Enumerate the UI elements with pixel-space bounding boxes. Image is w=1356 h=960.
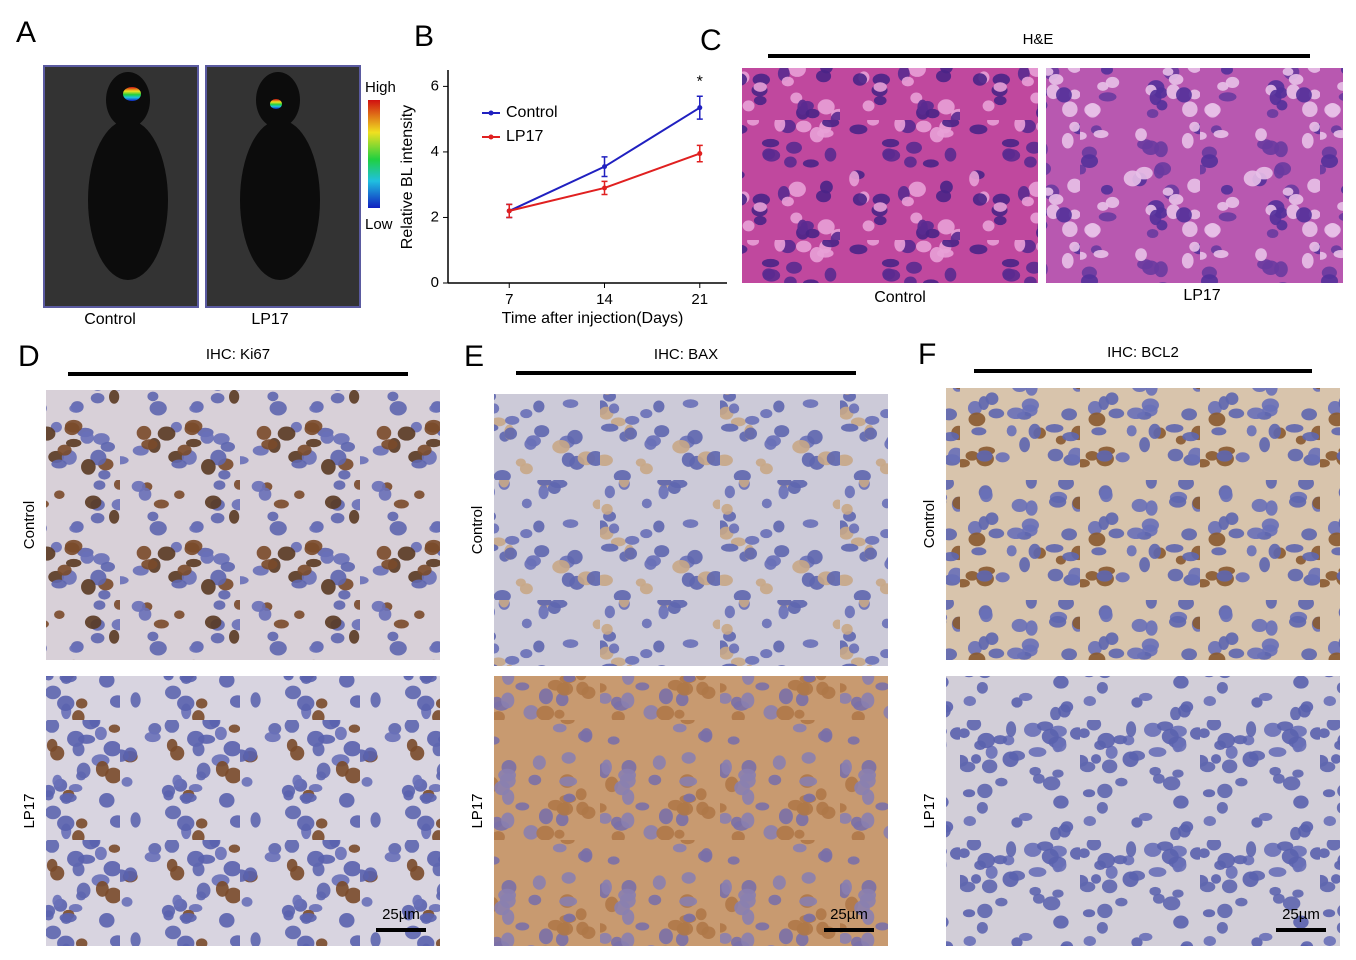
scale-bar-label: 25µm: [830, 906, 868, 923]
color-scale: [368, 100, 380, 208]
point: [697, 151, 703, 157]
legend-swatch: [488, 110, 494, 116]
mouse: [88, 120, 168, 280]
ihc-image: [46, 390, 440, 660]
row-label: Control: [469, 506, 486, 554]
point: [602, 164, 608, 170]
x-axis-label: Time after injection(Days): [502, 310, 684, 327]
y-tick-label: 4: [431, 143, 439, 160]
line-chart: 0 2 4 6 7 14 21 Time after injection(Days) Relat…: [399, 70, 727, 327]
x-tick-label: 7: [505, 291, 513, 308]
scale-label: High: [365, 79, 396, 96]
scale-label: Low: [365, 216, 393, 233]
scale-bar-label: 25µm: [382, 906, 420, 923]
he-image: [742, 68, 1038, 283]
y-tick-label: 6: [431, 77, 439, 94]
ihc-image: [494, 676, 888, 946]
panel-title: IHC: BAX: [654, 346, 718, 363]
x-tick-label: 14: [596, 291, 613, 308]
ihc-image: [46, 676, 440, 946]
row-label: Control: [921, 500, 938, 548]
panel-label: F: [918, 338, 936, 371]
mouse: [240, 120, 320, 280]
legend-label: LP17: [506, 128, 543, 145]
ihc-image: [946, 388, 1340, 660]
row-label: LP17: [21, 793, 38, 828]
panel-label: D: [18, 340, 40, 373]
he-image: [1046, 68, 1343, 283]
image-label: Control: [84, 311, 136, 328]
panel-label: B: [414, 20, 434, 53]
y-axis-label: Relative BL intensity: [399, 105, 416, 249]
annotation: *: [697, 73, 703, 90]
panel-title: IHC: Ki67: [206, 346, 270, 363]
panel-label: E: [464, 340, 484, 373]
signal: [123, 87, 141, 101]
image-label: LP17: [1183, 287, 1220, 304]
row-label: LP17: [469, 793, 486, 828]
legend-swatch: [488, 134, 494, 140]
signal: [270, 99, 282, 109]
image-label: LP17: [251, 311, 288, 328]
y-tick-label: 0: [431, 274, 439, 291]
legend-label: Control: [506, 104, 558, 121]
scale-bar-label: 25µm: [1282, 906, 1320, 923]
row-label: Control: [21, 501, 38, 549]
image-label: Control: [874, 289, 926, 306]
row-label: LP17: [921, 793, 938, 828]
x-tick-label: 21: [691, 291, 708, 308]
ihc-image: [946, 676, 1340, 946]
panel-title: IHC: BCL2: [1107, 344, 1179, 361]
point: [506, 208, 512, 214]
point: [602, 185, 608, 191]
y-tick-label: 2: [431, 208, 439, 225]
point: [697, 105, 703, 111]
panel-label: C: [700, 24, 722, 57]
panel-label: A: [16, 16, 36, 49]
panel-title: H&E: [1023, 31, 1054, 48]
ihc-image: [494, 394, 888, 666]
